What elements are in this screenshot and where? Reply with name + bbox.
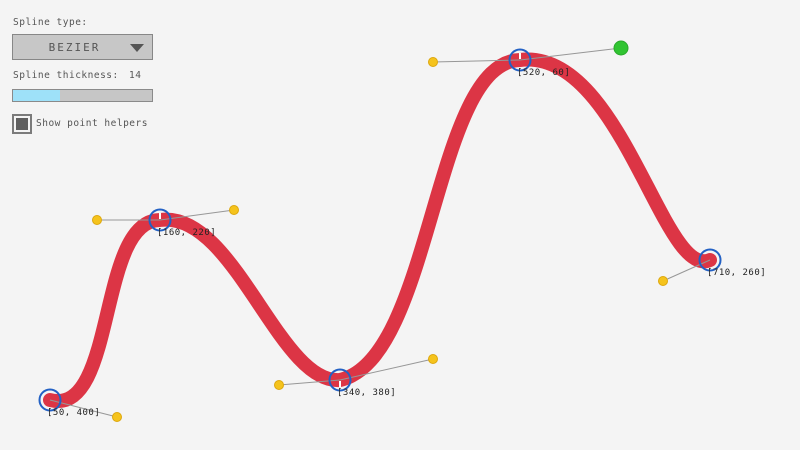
spline-thickness-label: Spline thickness: 14 [13, 71, 153, 81]
handle-dot[interactable] [274, 380, 284, 390]
handle-helper-line [159, 209, 235, 221]
spline-type-value: BEZIER [48, 40, 101, 54]
show-point-helpers-checkbox[interactable] [12, 114, 32, 134]
handle-dot[interactable] [428, 354, 438, 364]
spline-thickness-slider[interactable] [12, 89, 153, 102]
handle-dot[interactable] [658, 276, 668, 286]
control-panel: Spline type: BEZIER Spline thickness: 14… [12, 18, 153, 134]
spline-thickness-text: Spline thickness: [13, 70, 119, 81]
spline-type-label: Spline type: [13, 17, 88, 28]
handle-helper-line [339, 358, 434, 381]
spline-type-dropdown[interactable]: BEZIER [12, 34, 153, 60]
spline-thickness-value: 14 [128, 70, 142, 81]
handle-dot[interactable] [92, 215, 102, 225]
handle-dot[interactable] [428, 57, 438, 67]
control-point-ring[interactable] [38, 388, 62, 412]
spline-curve [43, 52, 717, 408]
handle-helper-line [49, 399, 118, 418]
active-handle-dot[interactable] [613, 40, 629, 56]
control-point-ring[interactable] [508, 48, 532, 72]
handle-dot[interactable] [229, 205, 239, 215]
checkbox-checked-mark [16, 118, 28, 130]
show-point-helpers-row: Show point helpers [12, 114, 153, 134]
show-point-helpers-label: Show point helpers [36, 118, 148, 129]
control-point-ring[interactable] [698, 248, 722, 272]
chevron-down-icon [130, 44, 144, 52]
handle-dots [92, 40, 668, 422]
control-point-ticks [159, 53, 521, 387]
control-point-ring[interactable] [148, 208, 172, 232]
handle-dot[interactable] [112, 412, 122, 422]
control-point-ring[interactable] [328, 368, 352, 392]
handle-helper-line [432, 59, 521, 63]
handle-helper-line [519, 47, 622, 61]
slider-fill-bar [13, 90, 61, 101]
handle-helper-line [662, 259, 711, 282]
control-point-rings [38, 48, 722, 412]
